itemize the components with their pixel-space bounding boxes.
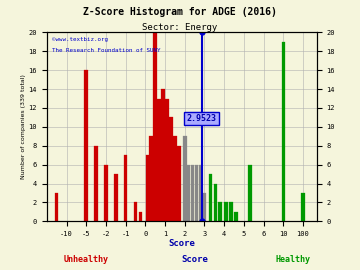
Bar	[139, 212, 142, 221]
Bar	[157, 99, 161, 221]
Text: ©www.textbiz.org: ©www.textbiz.org	[52, 37, 108, 42]
Bar	[153, 32, 157, 221]
Bar	[183, 136, 186, 221]
Bar	[94, 146, 98, 221]
Bar	[149, 136, 153, 221]
Bar	[234, 212, 238, 221]
Bar	[248, 165, 252, 221]
Bar	[161, 89, 165, 221]
Bar	[145, 155, 149, 221]
Text: Sector: Energy: Sector: Energy	[142, 23, 218, 32]
Text: Unhealthy: Unhealthy	[64, 255, 109, 264]
Bar	[229, 202, 233, 221]
Bar	[104, 165, 108, 221]
Bar	[213, 184, 217, 221]
Text: Healthy: Healthy	[276, 255, 311, 264]
Bar	[177, 146, 181, 221]
Bar	[187, 165, 190, 221]
Bar	[55, 193, 58, 221]
Text: Z-Score Histogram for ADGE (2016): Z-Score Histogram for ADGE (2016)	[83, 7, 277, 17]
Bar	[208, 174, 212, 221]
Bar	[134, 202, 137, 221]
Bar	[114, 174, 118, 221]
Bar	[85, 70, 88, 221]
Text: 2.9523: 2.9523	[186, 114, 216, 123]
Bar	[301, 193, 305, 221]
X-axis label: Score: Score	[168, 238, 195, 248]
Bar	[203, 193, 206, 221]
Bar	[195, 165, 198, 221]
Text: Score: Score	[181, 255, 208, 264]
Bar	[224, 202, 228, 221]
Bar	[169, 117, 173, 221]
Bar	[199, 165, 202, 221]
Y-axis label: Number of companies (339 total): Number of companies (339 total)	[21, 75, 26, 179]
Bar	[219, 202, 222, 221]
Bar	[173, 136, 177, 221]
Bar	[165, 99, 169, 221]
Bar	[282, 42, 285, 221]
Bar	[124, 155, 127, 221]
Bar	[191, 165, 194, 221]
Text: The Research Foundation of SUNY: The Research Foundation of SUNY	[52, 48, 160, 53]
